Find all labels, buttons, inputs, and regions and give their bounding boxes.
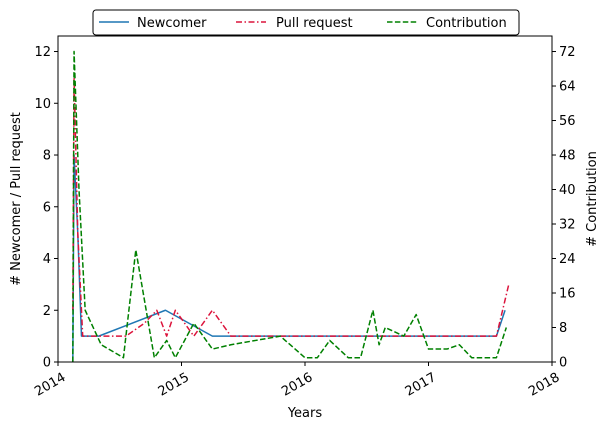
y-right-tick-label: 0 bbox=[559, 356, 567, 371]
y-left-tick-label: 4 bbox=[43, 252, 51, 267]
y-right-tick-label: 56 bbox=[559, 114, 576, 129]
x-tick-label: 2015 bbox=[156, 370, 192, 400]
x-axis: 2014 2015 2016 2017 2018 bbox=[32, 362, 562, 400]
y-left-tick-label: 0 bbox=[43, 356, 51, 371]
y-right-tick-label: 48 bbox=[559, 149, 576, 164]
y-left-tick-label: 12 bbox=[34, 45, 51, 60]
x-tick-label: 2018 bbox=[526, 370, 562, 400]
y-left-tick-label: 10 bbox=[34, 97, 51, 112]
legend-box bbox=[92, 9, 520, 36]
series-layer bbox=[72, 50, 510, 362]
y-right-tick-label: 72 bbox=[559, 45, 576, 60]
y-right-tick-label: 16 bbox=[559, 287, 576, 302]
legend-label-newcomer: Newcomer bbox=[137, 16, 207, 31]
y-right-tick-label: 8 bbox=[559, 321, 567, 336]
y-right-tick-label: 40 bbox=[559, 183, 576, 198]
x-tick-label: 2014 bbox=[32, 370, 68, 400]
legend-label-pull-request: Pull request bbox=[276, 16, 353, 31]
y-axis-left-label: # Newcomer / Pull request bbox=[9, 112, 24, 286]
y-left-tick-label: 2 bbox=[43, 304, 51, 319]
x-tick-label: 2017 bbox=[403, 370, 439, 400]
y-axis-right-label: # Contribution bbox=[585, 151, 600, 247]
legend-label-contribution: Contribution bbox=[426, 16, 507, 31]
series-line-contribution bbox=[72, 50, 508, 362]
x-tick-label: 2016 bbox=[279, 370, 315, 400]
y-axis-right: 0 8 16 24 32 40 48 56 64 72 bbox=[552, 45, 576, 371]
y-left-tick-label: 8 bbox=[43, 149, 51, 164]
y-axis-left: 0 2 4 6 8 10 12 bbox=[34, 45, 58, 371]
y-right-tick-label: 64 bbox=[559, 80, 576, 95]
y-left-tick-label: 6 bbox=[43, 200, 51, 215]
plot-frame bbox=[57, 35, 553, 363]
x-axis-label: Years bbox=[287, 406, 323, 421]
y-right-tick-label: 32 bbox=[559, 218, 576, 233]
y-right-tick-label: 24 bbox=[559, 252, 576, 267]
series-line-pull-request bbox=[72, 76, 510, 337]
legend: Newcomer Pull request Contribution bbox=[92, 9, 520, 36]
